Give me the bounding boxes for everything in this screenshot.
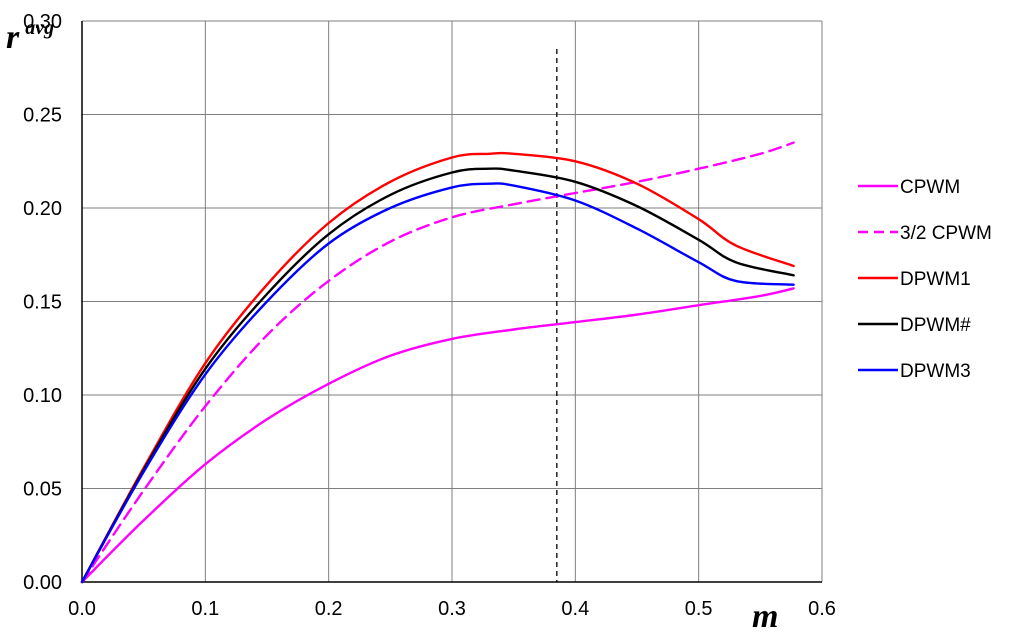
x-tick-label: 0.3 — [438, 598, 466, 620]
x-tick-label: 0.6 — [808, 598, 836, 620]
x-tick-label: 0.4 — [561, 598, 589, 620]
y-tick-label: 0.05 — [23, 479, 62, 501]
y-tick-label: 0.20 — [23, 198, 62, 220]
legend-label-dpwm-hash: DPWM# — [900, 315, 971, 336]
series-line-dpwm-hash — [80, 167, 795, 584]
y-axis-label-base: r — [6, 19, 20, 56]
legend-label-dpwm1: DPWM1 — [900, 269, 971, 290]
legend-label-cpwm: CPWM — [900, 177, 960, 198]
x-tick-label: 0.2 — [315, 598, 343, 620]
y-axis-label: r avg — [6, 17, 54, 56]
y-tick-label: 0.10 — [23, 385, 62, 407]
y-tick-label: 0.30 — [23, 11, 62, 33]
grid — [81, 20, 823, 583]
legend: CPWM 3/2 CPWM DPWM1 DPWM# DPWM3 — [858, 177, 992, 382]
series-lines — [80, 49, 795, 584]
series-line-dpwm3 — [80, 182, 795, 584]
x-axis-label: m — [752, 598, 778, 635]
x-tick-label: 0.0 — [68, 598, 96, 620]
tick-labels: 0.0 0.1 0.2 0.3 0.4 0.5 0.6 0.00 0.05 0.10 0.15 0.2… — [23, 11, 836, 620]
y-tick-label: 0.15 — [23, 292, 62, 314]
series-line-3-2-cpwm — [80, 141, 795, 584]
legend-label-dpwm3: DPWM3 — [900, 361, 971, 382]
legend-label-3-2-cpwm: 3/2 CPWM — [900, 223, 992, 244]
series-line-cpwm — [80, 287, 795, 584]
y-tick-label: 0.25 — [23, 105, 62, 127]
series-line-dpwm1 — [80, 151, 795, 584]
y-axis-label-sup: avg — [25, 17, 54, 39]
x-tick-label: 0.5 — [685, 598, 713, 620]
y-tick-label: 0.00 — [23, 572, 62, 594]
x-tick-label: 0.1 — [191, 598, 219, 620]
